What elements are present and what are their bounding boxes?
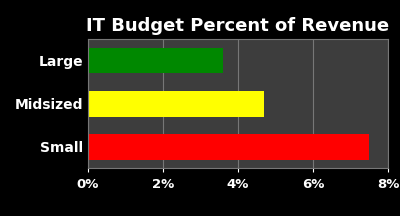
Title: IT Budget Percent of Revenue: IT Budget Percent of Revenue	[86, 17, 390, 35]
Bar	[88, 134, 369, 160]
Bar	[88, 48, 223, 73]
Bar	[88, 91, 264, 117]
